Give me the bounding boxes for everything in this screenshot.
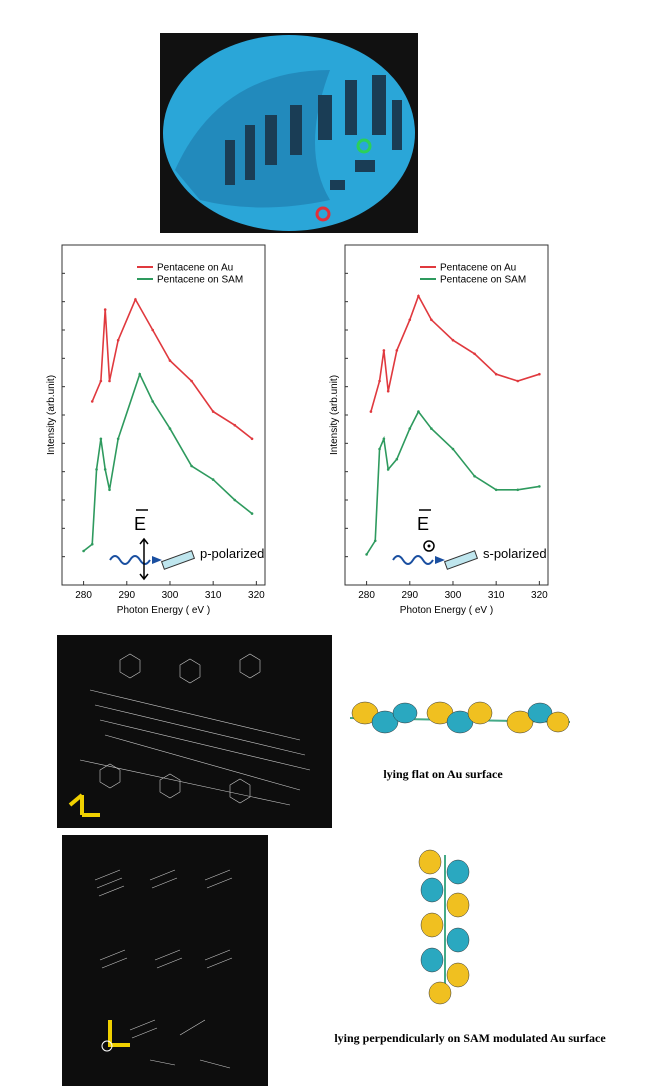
data-point xyxy=(452,339,455,342)
data-point xyxy=(233,499,236,502)
arrow-head xyxy=(152,556,162,564)
data-point xyxy=(100,380,103,383)
data-point xyxy=(538,485,541,488)
x-tick-label: 320 xyxy=(248,590,265,601)
legend-label: Pentacene on Au xyxy=(157,263,233,274)
data-point xyxy=(495,373,498,376)
data-point xyxy=(378,448,381,451)
legend-label: Pentacene on Au xyxy=(440,263,516,274)
x-axis-title: Photon Energy ( eV ) xyxy=(400,605,493,616)
data-point xyxy=(473,353,476,356)
data-point xyxy=(169,359,172,362)
data-point xyxy=(370,410,373,413)
data-point xyxy=(151,400,154,403)
data-point xyxy=(408,427,411,430)
polarization-label: p-polarized xyxy=(200,546,264,561)
data-point xyxy=(516,489,519,492)
data-point xyxy=(108,489,111,492)
data-point xyxy=(212,478,215,481)
data-point xyxy=(383,438,386,441)
data-point xyxy=(95,468,98,471)
data-point xyxy=(473,475,476,478)
polarization-label: s-polarized xyxy=(483,546,547,561)
y-axis-title: Intensity (arb.unit) xyxy=(46,375,57,455)
data-line xyxy=(92,299,252,438)
legend-label: Pentacene on SAM xyxy=(440,275,526,286)
figure: lying flat on Au surface lying perpendic… xyxy=(0,0,669,1086)
data-point xyxy=(430,427,433,430)
data-point xyxy=(169,427,172,430)
data-point xyxy=(378,380,381,383)
data-point xyxy=(91,543,94,546)
x-tick-label: 300 xyxy=(162,590,179,601)
x-tick-label: 310 xyxy=(205,590,222,601)
x-tick-label: 290 xyxy=(401,590,418,601)
data-point xyxy=(452,448,455,451)
data-point xyxy=(417,295,420,298)
molecule-flat xyxy=(350,702,570,733)
data-point xyxy=(108,380,111,383)
x-axis-title: Photon Energy ( eV ) xyxy=(117,605,210,616)
sample xyxy=(445,551,478,569)
x-tick-label: 300 xyxy=(445,590,462,601)
data-line xyxy=(367,412,540,555)
x-tick-label: 280 xyxy=(358,590,375,601)
wave xyxy=(393,556,433,564)
structure-panel xyxy=(57,635,332,828)
sample xyxy=(162,551,195,569)
data-line xyxy=(84,374,252,551)
data-point xyxy=(516,380,519,383)
x-tick-label: 310 xyxy=(488,590,505,601)
annotation: E xyxy=(417,514,429,534)
annotation: E xyxy=(134,514,146,534)
molecule-upright xyxy=(419,850,469,1004)
data-point xyxy=(104,468,107,471)
data-point xyxy=(134,298,137,301)
data-point xyxy=(365,553,368,556)
arrow-head xyxy=(435,556,445,564)
data-point xyxy=(104,308,107,311)
data-point xyxy=(82,550,85,553)
data-point xyxy=(495,489,498,492)
data-point xyxy=(138,373,141,376)
data-point xyxy=(387,468,390,471)
data-point xyxy=(212,410,215,413)
data-point xyxy=(91,400,94,403)
data-point xyxy=(430,319,433,322)
legend-label: Pentacene on SAM xyxy=(157,275,243,286)
structure-panel xyxy=(62,835,268,1086)
data-point xyxy=(387,390,390,393)
data-point xyxy=(251,512,254,515)
caption: lying perpendicularly on SAM modulated A… xyxy=(334,1031,606,1045)
data-point xyxy=(151,329,154,332)
x-tick-label: 280 xyxy=(75,590,92,601)
data-point xyxy=(538,373,541,376)
data-point xyxy=(233,424,236,427)
data-point xyxy=(100,438,103,441)
data-point xyxy=(117,339,120,342)
data-point xyxy=(396,349,399,352)
data-point xyxy=(117,438,120,441)
data-point xyxy=(190,465,193,468)
data-point xyxy=(408,319,411,322)
data-point xyxy=(417,410,420,413)
e-vector xyxy=(140,539,148,579)
data-line xyxy=(371,296,539,412)
caption: lying flat on Au surface xyxy=(383,767,503,781)
x-tick-label: 290 xyxy=(118,590,135,601)
data-point xyxy=(396,458,399,461)
micrograph xyxy=(160,33,418,233)
data-point xyxy=(251,438,254,441)
data-point xyxy=(374,540,377,543)
data-point xyxy=(190,380,193,383)
x-tick-label: 320 xyxy=(531,590,548,601)
e-vector xyxy=(428,545,431,548)
data-point xyxy=(383,349,386,352)
y-axis-title: Intensity (arb.unit) xyxy=(329,375,340,455)
